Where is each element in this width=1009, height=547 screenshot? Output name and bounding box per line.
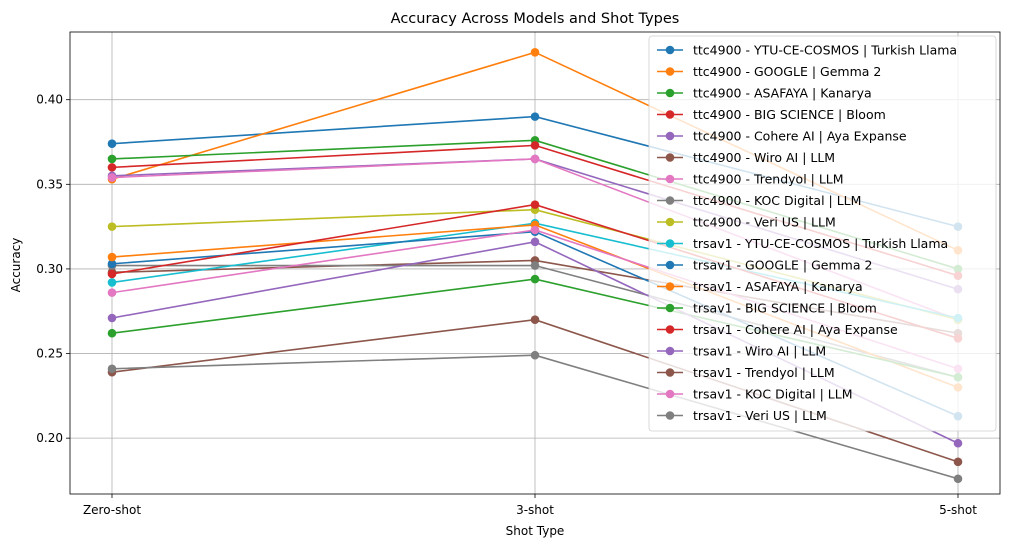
legend-label: trsav1 - YTU-CE-COSMOS | Turkish Llama	[693, 236, 948, 251]
legend-swatch-marker	[665, 131, 675, 141]
data-point	[530, 274, 540, 284]
legend-swatch-marker	[665, 196, 675, 205]
data-point	[107, 222, 117, 231]
legend-swatch-marker	[665, 153, 675, 162]
legend-box	[648, 35, 997, 432]
legend-item: trsav1 - ASAFAYA | Kanarya	[657, 279, 863, 294]
data-point	[107, 173, 117, 182]
data-point	[107, 328, 117, 338]
x-tick-label: 5-shot	[939, 503, 977, 517]
legend-label: trsav1 - Cohere AI | Aya Expanse	[693, 322, 898, 337]
data-point	[530, 315, 540, 324]
legend-swatch-marker	[665, 67, 675, 76]
legend-label: trsav1 - GOOGLE | Gemma 2	[693, 258, 872, 273]
data-point	[530, 225, 540, 235]
legend-swatch-marker	[665, 282, 675, 291]
legend-swatch-marker	[665, 368, 675, 377]
axes: 0.20 0.25 0.30 0.35 0.40 Zero-shot 3-shot 5-sho…	[36, 93, 977, 517]
legend-swatch-marker	[665, 260, 675, 270]
data-point	[530, 141, 540, 150]
legend: ttc4900 - YTU-CE-COSMOS | Turkish Llama t…	[648, 35, 997, 432]
y-axis-label: Accuracy	[9, 238, 23, 293]
legend-item: trsav1 - Cohere AI | Aya Expanse	[657, 322, 898, 337]
y-tick-label: 0.25	[36, 347, 63, 361]
data-point	[530, 261, 540, 270]
legend-item: ttc4900 - Trendyol | LLM	[657, 172, 844, 187]
legend-label: ttc4900 - YTU-CE-COSMOS | Turkish Llama	[693, 43, 957, 58]
legend-item: ttc4900 - BIG SCIENCE | Bloom	[657, 107, 886, 122]
legend-swatch-marker	[665, 217, 675, 227]
legend-item: ttc4900 - ASAFAYA | Kanarya	[657, 86, 872, 101]
legend-label: trsav1 - Wiro AI | LLM	[693, 344, 826, 359]
legend-item: trsav1 - Trendyol | LLM	[657, 365, 835, 380]
data-point	[107, 139, 117, 148]
legend-label: ttc4900 - BIG SCIENCE | Bloom	[693, 107, 886, 122]
legend-label: trsav1 - Veri US | LLM	[693, 408, 827, 423]
data-point	[530, 112, 540, 121]
legend-item: trsav1 - Wiro AI | LLM	[657, 344, 826, 359]
data-point	[953, 438, 963, 448]
data-point	[107, 364, 117, 374]
data-point	[953, 474, 963, 484]
legend-item: trsav1 - YTU-CE-COSMOS | Turkish Llama	[657, 236, 948, 251]
legend-swatch-marker	[665, 88, 675, 98]
legend-item: ttc4900 - GOOGLE | Gemma 2	[657, 64, 881, 79]
legend-label: ttc4900 - Cohere AI | Aya Expanse	[693, 129, 907, 144]
legend-swatch-marker	[665, 346, 675, 356]
x-tick-label: Zero-shot	[83, 503, 141, 517]
data-point	[530, 350, 540, 360]
legend-label: ttc4900 - Trendyol | LLM	[693, 172, 844, 187]
legend-item: trsav1 - KOC Digital | LLM	[657, 387, 853, 402]
data-point	[107, 163, 117, 172]
data-point	[107, 154, 117, 164]
y-tick-label: 0.30	[36, 262, 63, 276]
legend-label: trsav1 - ASAFAYA | Kanarya	[693, 279, 863, 294]
legend-label: ttc4900 - GOOGLE | Gemma 2	[693, 64, 881, 79]
legend-label: trsav1 - Trendyol | LLM	[693, 365, 835, 380]
data-point	[107, 252, 117, 262]
legend-item: trsav1 - GOOGLE | Gemma 2	[657, 258, 872, 273]
chart-title: Accuracy Across Models and Shot Types	[391, 11, 680, 27]
legend-swatch-marker	[665, 325, 675, 334]
data-point	[107, 278, 117, 287]
x-tick-label: 3-shot	[516, 503, 554, 517]
legend-item: ttc4900 - KOC Digital | LLM	[657, 193, 861, 208]
legend-label: trsav1 - BIG SCIENCE | Bloom	[693, 301, 877, 316]
data-point	[530, 200, 540, 209]
data-point	[530, 154, 540, 164]
data-point	[107, 313, 117, 323]
legend-label: ttc4900 - Veri US | LLM	[693, 215, 836, 230]
legend-label: ttc4900 - ASAFAYA | Kanarya	[693, 86, 872, 101]
legend-swatch-marker	[665, 411, 675, 420]
data-point	[530, 237, 540, 247]
legend-swatch-marker	[665, 110, 675, 119]
legend-swatch-marker	[665, 174, 675, 184]
legend-label: trsav1 - KOC Digital | LLM	[693, 387, 853, 402]
legend-item: ttc4900 - Cohere AI | Aya Expanse	[657, 129, 907, 144]
legend-item: ttc4900 - Veri US | LLM	[657, 215, 836, 230]
data-point	[107, 259, 117, 269]
y-tick-label: 0.35	[36, 177, 63, 191]
x-axis-label: Shot Type	[506, 524, 565, 538]
y-tick-label: 0.40	[36, 93, 63, 107]
data-point	[953, 457, 963, 467]
legend-label: ttc4900 - KOC Digital | LLM	[693, 193, 861, 208]
legend-item: ttc4900 - YTU-CE-COSMOS | Turkish Llama	[657, 43, 957, 58]
data-point	[530, 48, 540, 57]
y-tick-label: 0.20	[36, 431, 63, 445]
legend-item: trsav1 - Veri US | LLM	[657, 408, 827, 423]
legend-swatch-marker	[665, 389, 675, 399]
legend-swatch-marker	[665, 45, 675, 55]
legend-swatch-marker	[665, 239, 675, 248]
legend-item: trsav1 - BIG SCIENCE | Bloom	[657, 301, 877, 316]
data-point	[107, 269, 117, 279]
legend-swatch-marker	[665, 303, 675, 313]
legend-item: ttc4900 - Wiro AI | LLM	[657, 150, 835, 165]
series-17	[107, 350, 963, 484]
data-point	[107, 288, 117, 297]
legend-label: ttc4900 - Wiro AI | LLM	[693, 150, 835, 165]
